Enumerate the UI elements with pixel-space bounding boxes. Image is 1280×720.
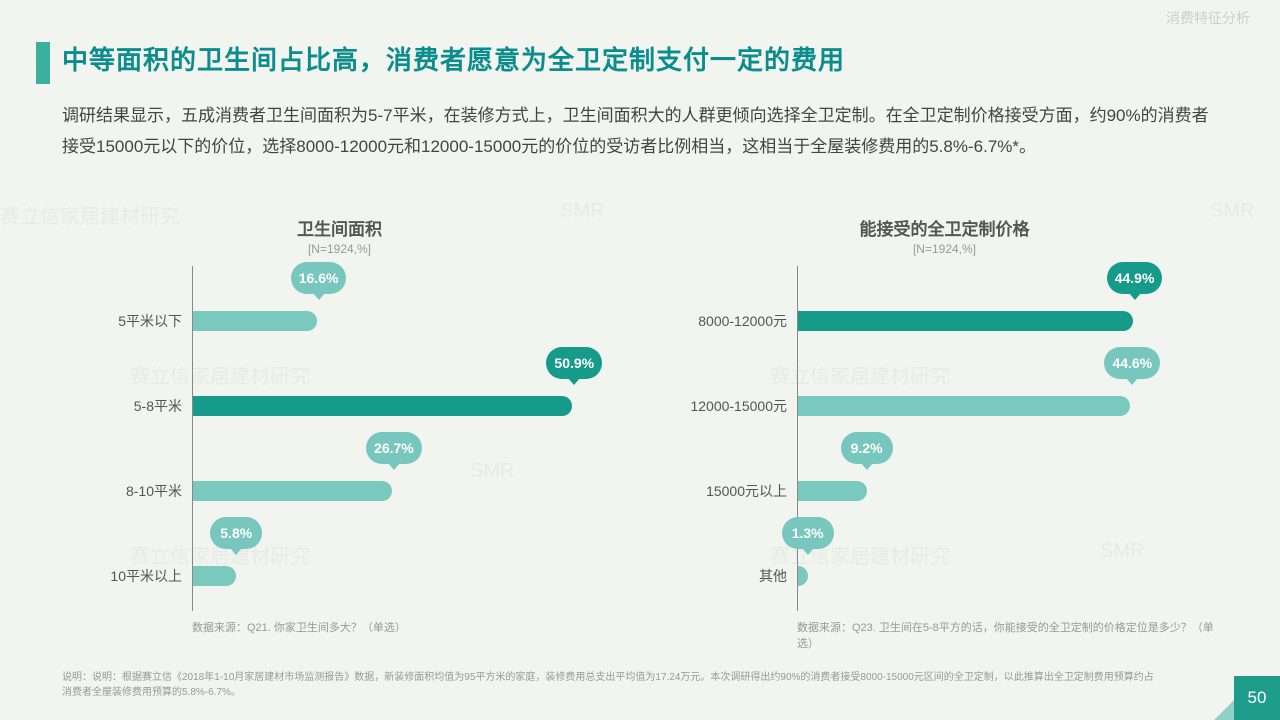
bar-category-label: 5平米以下 bbox=[62, 311, 182, 331]
bar-row: 10平米以上5.8% bbox=[62, 551, 617, 601]
value-bubble: 44.6% bbox=[1104, 347, 1160, 379]
bar-row: 12000-15000元44.6% bbox=[667, 381, 1222, 431]
bar bbox=[798, 481, 867, 501]
value-bubble: 50.9% bbox=[546, 347, 602, 379]
charts-container: 卫生间面积 [N=1924,%] 5平米以下16.6%5-8平米50.9%8-1… bbox=[62, 215, 1222, 651]
bar-row: 15000元以上9.2% bbox=[667, 466, 1222, 516]
bar bbox=[193, 481, 392, 501]
value-bubble: 1.3% bbox=[782, 517, 834, 549]
value-bubble: 5.8% bbox=[210, 517, 262, 549]
bar-row: 5平米以下16.6% bbox=[62, 296, 617, 346]
bar bbox=[193, 566, 236, 586]
page-number: 50 bbox=[1234, 676, 1280, 720]
bar bbox=[798, 566, 808, 586]
bar-category-label: 8-10平米 bbox=[62, 481, 182, 501]
footnote: 说明：说明：根据赛立信《2018年1-10月家居建材市场监测报告》数据，新装修面… bbox=[62, 670, 1162, 700]
bar-row: 8-10平米26.7% bbox=[62, 466, 617, 516]
bar-row: 其他1.3% bbox=[667, 551, 1222, 601]
bar bbox=[798, 396, 1130, 416]
page-title: 中等面积的卫生间占比高，消费者愿意为全卫定制支付一定的费用 bbox=[62, 40, 845, 77]
corner-accent-icon bbox=[1214, 700, 1234, 720]
chart-area-size: 卫生间面积 [N=1924,%] 5平米以下16.6%5-8平米50.9%8-1… bbox=[62, 215, 617, 651]
value-bubble: 26.7% bbox=[366, 432, 422, 464]
bar-category-label: 10平米以上 bbox=[62, 566, 182, 586]
bar-category-label: 12000-15000元 bbox=[667, 396, 787, 416]
value-bubble: 16.6% bbox=[291, 262, 347, 294]
bar-row: 8000-12000元44.9% bbox=[667, 296, 1222, 346]
bar-category-label: 其他 bbox=[667, 566, 787, 586]
section-label: 消费特征分析 bbox=[1166, 8, 1250, 28]
value-bubble: 44.9% bbox=[1107, 262, 1163, 294]
chart-subtitle: [N=1924,%] bbox=[667, 242, 1222, 256]
chart-title: 卫生间面积 bbox=[62, 215, 617, 240]
bar-row: 5-8平米50.9% bbox=[62, 381, 617, 431]
title-accent-bar bbox=[36, 42, 50, 84]
bar bbox=[193, 396, 572, 416]
chart-price-acceptance: 能接受的全卫定制价格 [N=1924,%] 8000-12000元44.9%12… bbox=[667, 215, 1222, 651]
bar-category-label: 8000-12000元 bbox=[667, 311, 787, 331]
chart-source: 数据来源：Q21. 你家卫生间多大？（单选） bbox=[62, 619, 617, 635]
body-paragraph: 调研结果显示，五成消费者卫生间面积为5-7平米，在装修方式上，卫生间面积大的人群… bbox=[62, 100, 1212, 163]
bar bbox=[798, 311, 1133, 331]
chart-body: 5平米以下16.6%5-8平米50.9%8-10平米26.7%10平米以上5.8… bbox=[62, 266, 617, 611]
chart-source: 数据来源：Q23. 卫生间在5-8平方的话，你能接受的全卫定制的价格定位是多少？… bbox=[667, 619, 1222, 651]
bar bbox=[193, 311, 317, 331]
chart-title: 能接受的全卫定制价格 bbox=[667, 215, 1222, 240]
chart-subtitle: [N=1924,%] bbox=[62, 242, 617, 256]
bar-category-label: 15000元以上 bbox=[667, 481, 787, 501]
value-bubble: 9.2% bbox=[841, 432, 893, 464]
bar-category-label: 5-8平米 bbox=[62, 396, 182, 416]
chart-body: 8000-12000元44.9%12000-15000元44.6%15000元以… bbox=[667, 266, 1222, 611]
